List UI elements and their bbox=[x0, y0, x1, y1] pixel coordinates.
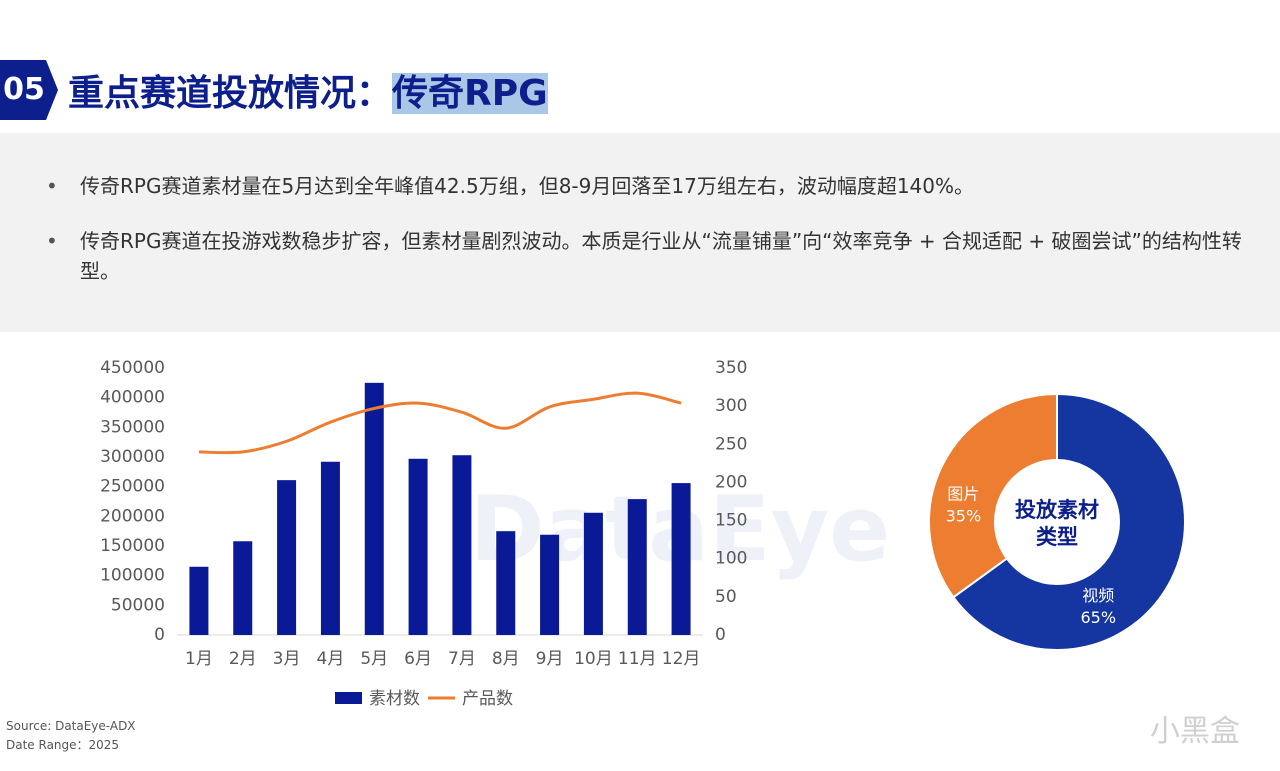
bar bbox=[408, 458, 428, 635]
slice-name: 视频 bbox=[1082, 586, 1114, 605]
y2-tick-label: 350 bbox=[715, 358, 747, 378]
bar bbox=[496, 531, 516, 635]
bar bbox=[189, 566, 209, 635]
y2-tick-label: 100 bbox=[715, 549, 747, 569]
y-tick-label: 50000 bbox=[111, 595, 165, 615]
donut-slice bbox=[952, 392, 1186, 651]
bar bbox=[452, 455, 472, 635]
y2-tick-label: 50 bbox=[715, 587, 737, 607]
y-tick-label: 100000 bbox=[100, 566, 165, 586]
y2-tick-label: 300 bbox=[715, 396, 747, 416]
section-number: 05 bbox=[3, 72, 45, 107]
bar bbox=[540, 534, 560, 635]
bullet: 传奇RPG赛道素材量在5月达到全年峰值42.5万组，但8-9月回落至17万组左右… bbox=[46, 171, 1280, 201]
title: 重点赛道投放情况：传奇RPG bbox=[68, 64, 548, 116]
slice-value: 35% bbox=[946, 506, 982, 525]
title-text: 重点赛道投放情况： bbox=[68, 73, 393, 114]
bar bbox=[320, 461, 340, 635]
y-tick-label: 150000 bbox=[100, 536, 165, 556]
bar bbox=[627, 499, 647, 635]
bar bbox=[583, 512, 603, 635]
x-tick-label: 10月 bbox=[574, 649, 613, 669]
x-tick-label: 5月 bbox=[360, 649, 388, 669]
bar bbox=[671, 483, 691, 635]
y-tick-label: 300000 bbox=[100, 447, 165, 467]
y-tick-label: 400000 bbox=[100, 388, 165, 408]
y2-tick-label: 0 bbox=[715, 625, 726, 645]
date-range: Date Range：2025 bbox=[6, 738, 120, 752]
y2-tick-label: 150 bbox=[715, 511, 747, 531]
legend-swatch bbox=[335, 692, 362, 704]
bar bbox=[233, 541, 253, 635]
x-tick-label: 1月 bbox=[185, 649, 213, 669]
y-tick-label: 450000 bbox=[100, 358, 165, 378]
x-tick-label: 4月 bbox=[317, 649, 345, 669]
bullet: 传奇RPG赛道在投游戏数稳步扩容，但素材量剧烈波动。本质是行业从“流量铺量”向“… bbox=[46, 226, 1280, 286]
x-tick-label: 11月 bbox=[618, 649, 657, 669]
y-tick-label: 350000 bbox=[100, 417, 165, 437]
y-tick-label: 250000 bbox=[100, 477, 165, 497]
slice-name: 图片 bbox=[947, 484, 979, 503]
x-tick-label: 7月 bbox=[448, 649, 476, 669]
donut-center-label: 投放素材类型 bbox=[1015, 498, 1099, 549]
legend-label: 素材数 bbox=[369, 689, 420, 709]
bar bbox=[277, 480, 297, 635]
x-tick-label: 2月 bbox=[229, 649, 257, 669]
donut-slice bbox=[928, 392, 1058, 599]
y-tick-label: 200000 bbox=[100, 506, 165, 526]
slice-value: 65% bbox=[1081, 608, 1117, 627]
x-tick-label: 8月 bbox=[492, 649, 520, 669]
source: Source: DataEye-ADX bbox=[6, 719, 136, 733]
x-tick-label: 6月 bbox=[404, 649, 432, 669]
x-tick-label: 3月 bbox=[273, 649, 301, 669]
x-tick-label: 9月 bbox=[536, 649, 564, 669]
brand-watermark: 小黑盒 bbox=[1150, 714, 1240, 749]
bar bbox=[364, 382, 384, 635]
y2-tick-label: 200 bbox=[715, 472, 747, 492]
line bbox=[198, 391, 682, 455]
x-tick-label: 12月 bbox=[662, 649, 701, 669]
y2-tick-label: 250 bbox=[715, 434, 747, 454]
legend-label: 产品数 bbox=[462, 689, 513, 709]
title-highlight: 传奇RPG bbox=[392, 73, 548, 114]
y-tick-label: 0 bbox=[154, 625, 165, 645]
badge bbox=[0, 60, 58, 120]
